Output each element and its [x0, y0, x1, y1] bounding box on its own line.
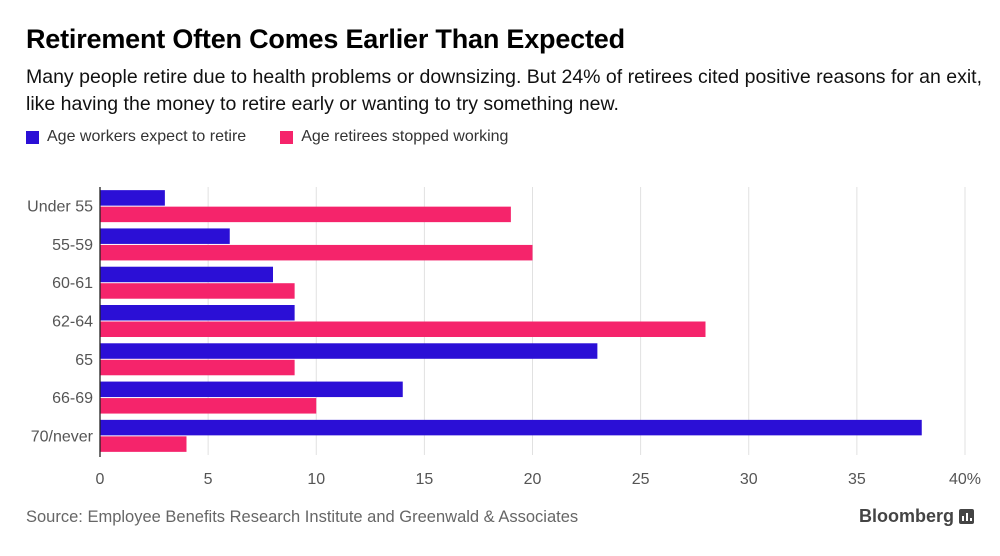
x-tick-label: 10 — [307, 471, 325, 488]
legend: Age workers expect to retire Age retiree… — [26, 128, 542, 146]
legend-swatch-expect — [26, 130, 39, 144]
legend-item-expect: Age workers expect to retire — [26, 128, 246, 146]
legend-swatch-stopped — [280, 130, 294, 144]
chart-subtitle: Many people retire due to health problem… — [26, 66, 983, 115]
x-tick-label: 30 — [740, 471, 758, 488]
bar-stopped — [100, 321, 706, 337]
x-tick-label: 15 — [415, 471, 433, 488]
y-category-label: Under 55 — [27, 199, 93, 216]
bar-expect — [100, 228, 230, 244]
bar-expect — [100, 190, 165, 206]
bar-expect — [100, 305, 295, 321]
bar-expect — [100, 381, 403, 398]
y-category-label: 66-69 — [52, 390, 93, 407]
bar-stopped — [100, 398, 317, 414]
y-category-label: 62-64 — [52, 314, 93, 331]
x-tick-label: 25 — [632, 471, 650, 488]
bar-stopped — [100, 359, 295, 376]
bar-stopped — [100, 206, 511, 223]
bar-expect — [100, 419, 922, 436]
x-tick-label: 0 — [96, 471, 105, 488]
bar-stopped — [100, 436, 187, 452]
legend-label-expect: Age workers expect to retire — [47, 128, 247, 145]
y-category-label: 55-59 — [52, 237, 93, 254]
legend-item-stopped: Age retirees stopped working — [280, 128, 508, 146]
bar-expect — [100, 343, 598, 359]
brand-name: Bloomberg — [858, 506, 954, 526]
x-tick-label: 5 — [204, 471, 213, 488]
source-note: Source: Employee Benefits Research Insti… — [26, 508, 579, 526]
bar-chart: 0 5 10 15 20 25 30 35 40% Under 55 55-59 60-61 62-64… — [27, 187, 981, 488]
x-tick-label: 35 — [848, 471, 866, 488]
bar-stopped — [100, 283, 295, 299]
bar-expect — [100, 266, 273, 283]
y-category-label: 60-61 — [52, 275, 93, 292]
x-tick-label: 20 — [524, 471, 542, 488]
y-category-label: 70/never — [31, 428, 94, 445]
legend-label-stopped: Age retirees stopped working — [301, 128, 509, 145]
bar-stopped — [100, 244, 533, 261]
brand: Bloomberg — [859, 506, 974, 527]
bloomberg-logo-icon — [959, 509, 974, 524]
y-category-label: 65 — [75, 352, 93, 369]
chart-title: Retirement Often Comes Earlier Than Expe… — [26, 24, 625, 54]
x-tick-label: 40% — [949, 471, 981, 488]
